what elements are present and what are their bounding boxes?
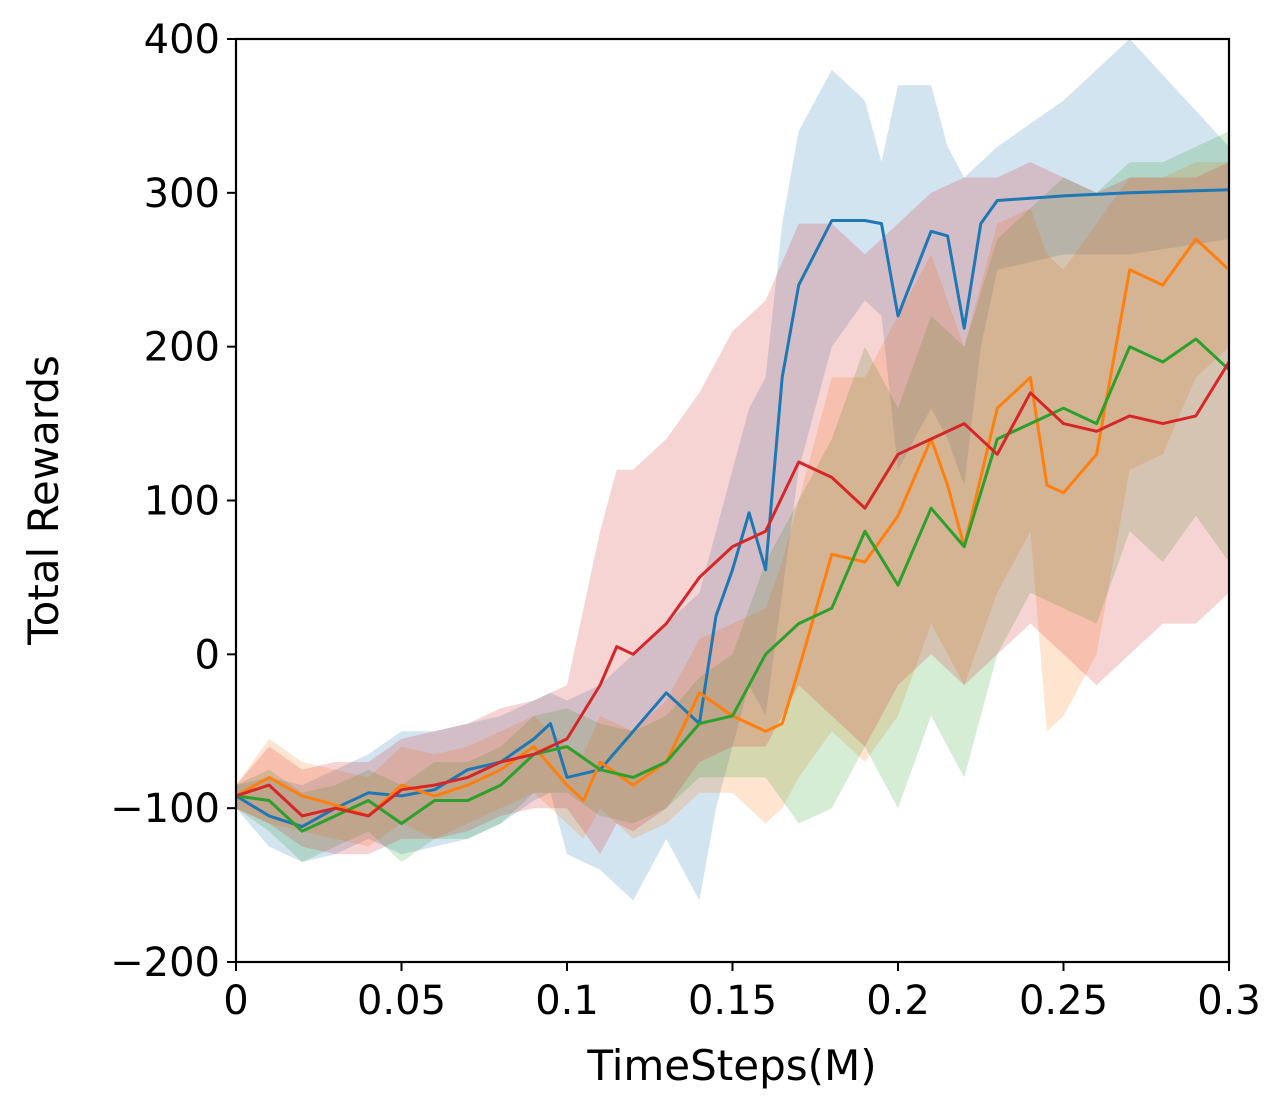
x-tick-label: 0.25 xyxy=(1019,978,1108,1024)
x-axis-label: TimeSteps(M) xyxy=(586,1041,876,1090)
series-1-line xyxy=(235,237,1231,818)
x-tick-label: 0 xyxy=(223,978,248,1024)
series-3-line xyxy=(235,361,1231,818)
y-axis-ticks: −200 −100 0 100 200 300 400 xyxy=(110,17,236,986)
confidence-bands xyxy=(236,39,1229,901)
y-axis-label: Total Rewards xyxy=(19,355,68,646)
y-tick-label: 300 xyxy=(144,171,220,217)
y-tick-label: −100 xyxy=(110,786,220,832)
x-tick-label: 0.3 xyxy=(1197,978,1261,1024)
series-lines xyxy=(235,188,1231,833)
x-tick-label: 0.2 xyxy=(866,978,930,1024)
x-tick-label: 0.15 xyxy=(688,978,777,1024)
y-tick-label: 400 xyxy=(144,17,220,63)
x-tick-label: 0.1 xyxy=(535,978,599,1024)
series-3-band xyxy=(236,162,1229,855)
series-0-line xyxy=(235,188,1230,829)
series-1-band xyxy=(236,162,1229,847)
series-2-line xyxy=(235,337,1231,833)
x-tick-label: 0.05 xyxy=(357,978,446,1024)
series-0-band xyxy=(236,39,1229,901)
y-tick-label: 100 xyxy=(144,479,220,525)
y-tick-label: 0 xyxy=(195,632,220,678)
y-tick-label: 200 xyxy=(144,325,220,371)
y-tick-label: −200 xyxy=(110,940,220,986)
x-axis-ticks: 0 0.05 0.1 0.15 0.2 0.25 0.3 xyxy=(223,962,1261,1024)
series-2-band xyxy=(236,131,1229,863)
